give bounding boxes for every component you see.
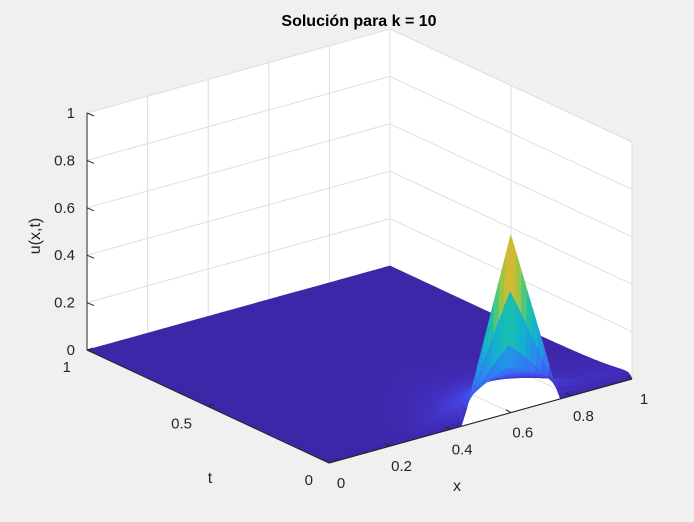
t-tick-mark bbox=[328, 460, 336, 464]
x-tick-mark bbox=[505, 409, 512, 414]
z-tick-label: 0.8 bbox=[54, 152, 75, 169]
x-tick-label: 0.2 bbox=[391, 458, 412, 475]
z-tick-mark bbox=[86, 159, 95, 164]
surface-plot bbox=[86, 234, 633, 464]
back-wall bbox=[87, 29, 390, 350]
t-tick-label: 0 bbox=[305, 472, 313, 489]
t-tick-label: 1 bbox=[63, 359, 71, 376]
tick-marks bbox=[86, 112, 633, 464]
z-axis-label: u(x,t) bbox=[27, 218, 44, 254]
z-tick-mark bbox=[86, 349, 95, 354]
z-tick-mark bbox=[86, 112, 95, 117]
y-axis-label: t bbox=[208, 470, 213, 487]
x-tick-mark bbox=[384, 442, 390, 447]
x-axis-line bbox=[328, 378, 633, 464]
x-tick-label: 0.4 bbox=[452, 441, 473, 458]
t-tick-label: 0.5 bbox=[171, 416, 192, 433]
z-tick-mark bbox=[86, 254, 95, 259]
x-tick-label: 0 bbox=[337, 475, 345, 492]
z-tick-label: 1 bbox=[67, 105, 75, 122]
x-tick-mark bbox=[323, 459, 330, 464]
x-axis-label: x bbox=[453, 478, 461, 495]
x-tick-label: 0.8 bbox=[573, 408, 594, 425]
t-tick-mark bbox=[207, 404, 215, 407]
x-tick-mark bbox=[444, 425, 451, 430]
x-tick-label: 0.6 bbox=[512, 425, 533, 442]
x-tick-mark bbox=[626, 375, 633, 380]
x-tick-mark bbox=[566, 392, 572, 397]
z-tick-label: 0.4 bbox=[54, 247, 75, 264]
z-tick-label: 0.6 bbox=[54, 200, 75, 217]
t-tick-mark bbox=[86, 347, 94, 351]
z-tick-label: 0.2 bbox=[54, 295, 75, 312]
z-tick-label: 0 bbox=[67, 342, 75, 359]
chart-title: Solución para k = 10 bbox=[281, 13, 436, 30]
x-tick-label: 1 bbox=[640, 391, 648, 408]
z-tick-mark bbox=[86, 302, 95, 307]
z-tick-mark bbox=[86, 207, 95, 212]
